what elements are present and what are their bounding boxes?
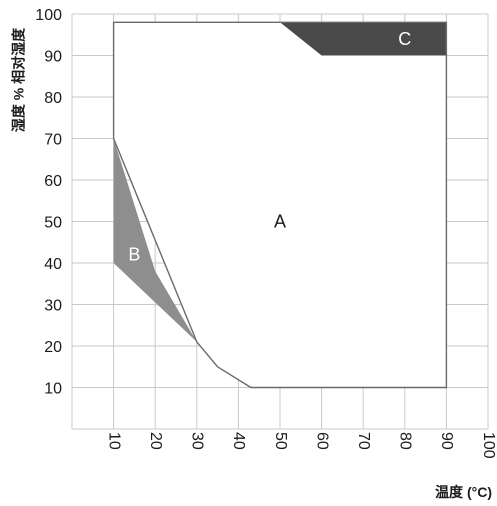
region-labels: A B C — [128, 29, 411, 265]
x-tick-label: 80 — [397, 432, 414, 450]
region-label-a: A — [274, 212, 286, 232]
y-tick-label: 50 — [44, 215, 62, 232]
region-c — [280, 22, 447, 56]
x-tick-label: 40 — [230, 432, 247, 450]
x-tick-label: 100 — [480, 432, 497, 459]
x-axis-title: 温度 (°C) — [435, 484, 492, 500]
region-a-outline — [112, 21, 448, 389]
x-tick-label: 70 — [355, 432, 372, 450]
x-tick-label: 60 — [313, 432, 330, 450]
x-tick-label: 30 — [189, 432, 206, 450]
x-tick-label: 10 — [105, 432, 122, 450]
x-tick-label: 90 — [438, 432, 455, 450]
x-tick-labels: 10 20 30 40 50 60 70 80 90 100 — [105, 432, 496, 459]
y-tick-label: 70 — [44, 132, 62, 149]
region-outlines — [112, 21, 448, 389]
y-tick-label: 90 — [44, 49, 62, 66]
y-tick-labels: 10 20 30 40 50 60 70 80 90 100 — [35, 7, 62, 398]
y-tick-label: 60 — [44, 173, 62, 190]
y-tick-label: 30 — [44, 298, 62, 315]
region-label-c: C — [398, 29, 411, 49]
region-a — [113, 22, 447, 388]
y-tick-label: 80 — [44, 90, 62, 107]
regions — [113, 22, 447, 388]
x-tick-label: 20 — [147, 432, 164, 450]
region-b — [113, 138, 197, 342]
y-tick-label: 40 — [44, 256, 62, 273]
y-axis-title: 湿度 % 相对湿度 — [11, 27, 27, 132]
region-label-b: B — [128, 245, 140, 265]
y-tick-label: 100 — [35, 7, 62, 24]
y-tick-label: 10 — [44, 381, 62, 398]
x-tick-label: 50 — [272, 432, 289, 450]
y-tick-label: 20 — [44, 339, 62, 356]
